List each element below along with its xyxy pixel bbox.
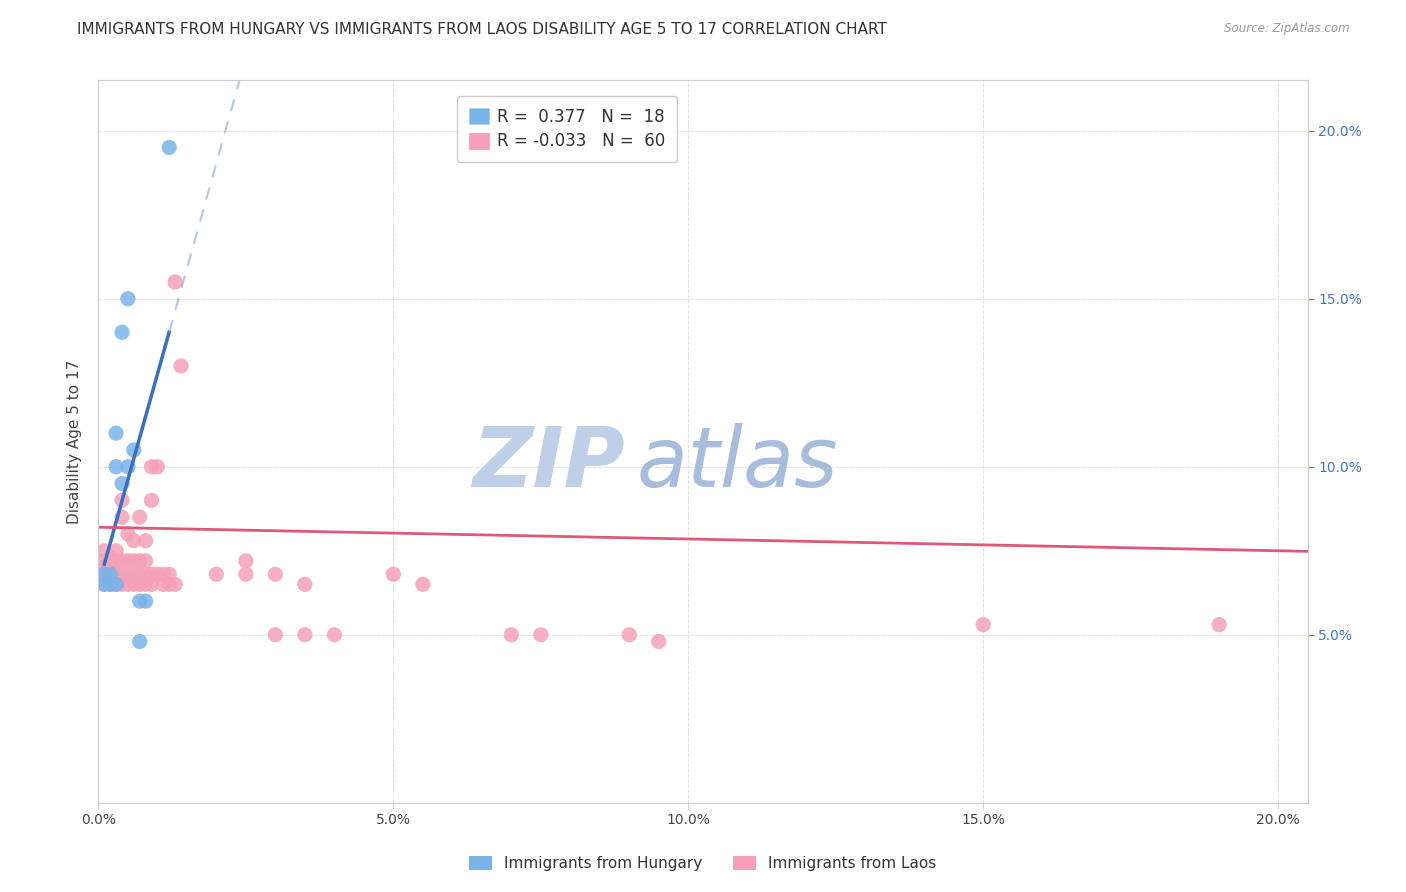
Text: ZIP: ZIP [472, 423, 624, 504]
Point [294, 628, 316, 642]
Point [141, 577, 163, 591]
Point [141, 459, 163, 474]
Legend: R =  0.377   N =  18, R = -0.033   N =  60: R = 0.377 N = 18, R = -0.033 N = 60 [457, 95, 678, 161]
Point [122, 533, 145, 548]
Point [93, 577, 115, 591]
Point [135, 567, 157, 582]
Point [1208, 617, 1230, 632]
Point [117, 527, 139, 541]
Point [98, 550, 121, 565]
Point [128, 577, 150, 591]
Point [105, 554, 128, 568]
Point [93, 560, 115, 574]
Point [117, 459, 139, 474]
Point [117, 292, 139, 306]
Point [205, 567, 228, 582]
Point [135, 594, 157, 608]
Point [128, 554, 150, 568]
Point [619, 628, 641, 642]
Point [98, 560, 121, 574]
Point [264, 567, 287, 582]
Point [235, 554, 257, 568]
Point [165, 577, 187, 591]
Point [105, 577, 128, 591]
Point [93, 577, 115, 591]
Point [111, 493, 134, 508]
Point [111, 510, 134, 524]
Point [111, 567, 134, 582]
Point [111, 577, 134, 591]
Point [530, 628, 553, 642]
Point [111, 554, 134, 568]
Point [98, 567, 121, 582]
Point [105, 567, 128, 582]
Point [93, 554, 115, 568]
Y-axis label: Disability Age 5 to 17: Disability Age 5 to 17 [67, 359, 83, 524]
Point [93, 543, 115, 558]
Point [294, 577, 316, 591]
Point [146, 459, 169, 474]
Point [117, 567, 139, 582]
Point [111, 326, 134, 340]
Point [98, 577, 121, 591]
Point [128, 634, 150, 648]
Point [93, 567, 115, 582]
Point [93, 567, 115, 582]
Point [111, 476, 134, 491]
Point [412, 577, 434, 591]
Point [235, 567, 257, 582]
Point [135, 577, 157, 591]
Point [382, 567, 405, 582]
Point [264, 628, 287, 642]
Point [146, 567, 169, 582]
Point [122, 554, 145, 568]
Point [105, 459, 128, 474]
Point [152, 567, 174, 582]
Point [648, 634, 671, 648]
Text: Source: ZipAtlas.com: Source: ZipAtlas.com [1225, 22, 1350, 36]
Text: IMMIGRANTS FROM HUNGARY VS IMMIGRANTS FROM LAOS DISABILITY AGE 5 TO 17 CORRELATI: IMMIGRANTS FROM HUNGARY VS IMMIGRANTS FR… [77, 22, 887, 37]
Point [117, 577, 139, 591]
Point [135, 554, 157, 568]
Point [117, 554, 139, 568]
Text: atlas: atlas [637, 423, 838, 504]
Point [141, 493, 163, 508]
Point [98, 567, 121, 582]
Point [98, 577, 121, 591]
Point [170, 359, 193, 373]
Point [501, 628, 523, 642]
Point [122, 442, 145, 457]
Point [105, 577, 128, 591]
Point [152, 577, 174, 591]
Point [128, 510, 150, 524]
Point [141, 567, 163, 582]
Point [135, 533, 157, 548]
Point [157, 140, 180, 154]
Point [972, 617, 994, 632]
Point [122, 567, 145, 582]
Point [128, 567, 150, 582]
Point [128, 594, 150, 608]
Point [157, 567, 180, 582]
Point [105, 543, 128, 558]
Legend: Immigrants from Hungary, Immigrants from Laos: Immigrants from Hungary, Immigrants from… [463, 849, 943, 877]
Point [165, 275, 187, 289]
Point [323, 628, 346, 642]
Point [122, 577, 145, 591]
Point [157, 577, 180, 591]
Point [105, 426, 128, 441]
